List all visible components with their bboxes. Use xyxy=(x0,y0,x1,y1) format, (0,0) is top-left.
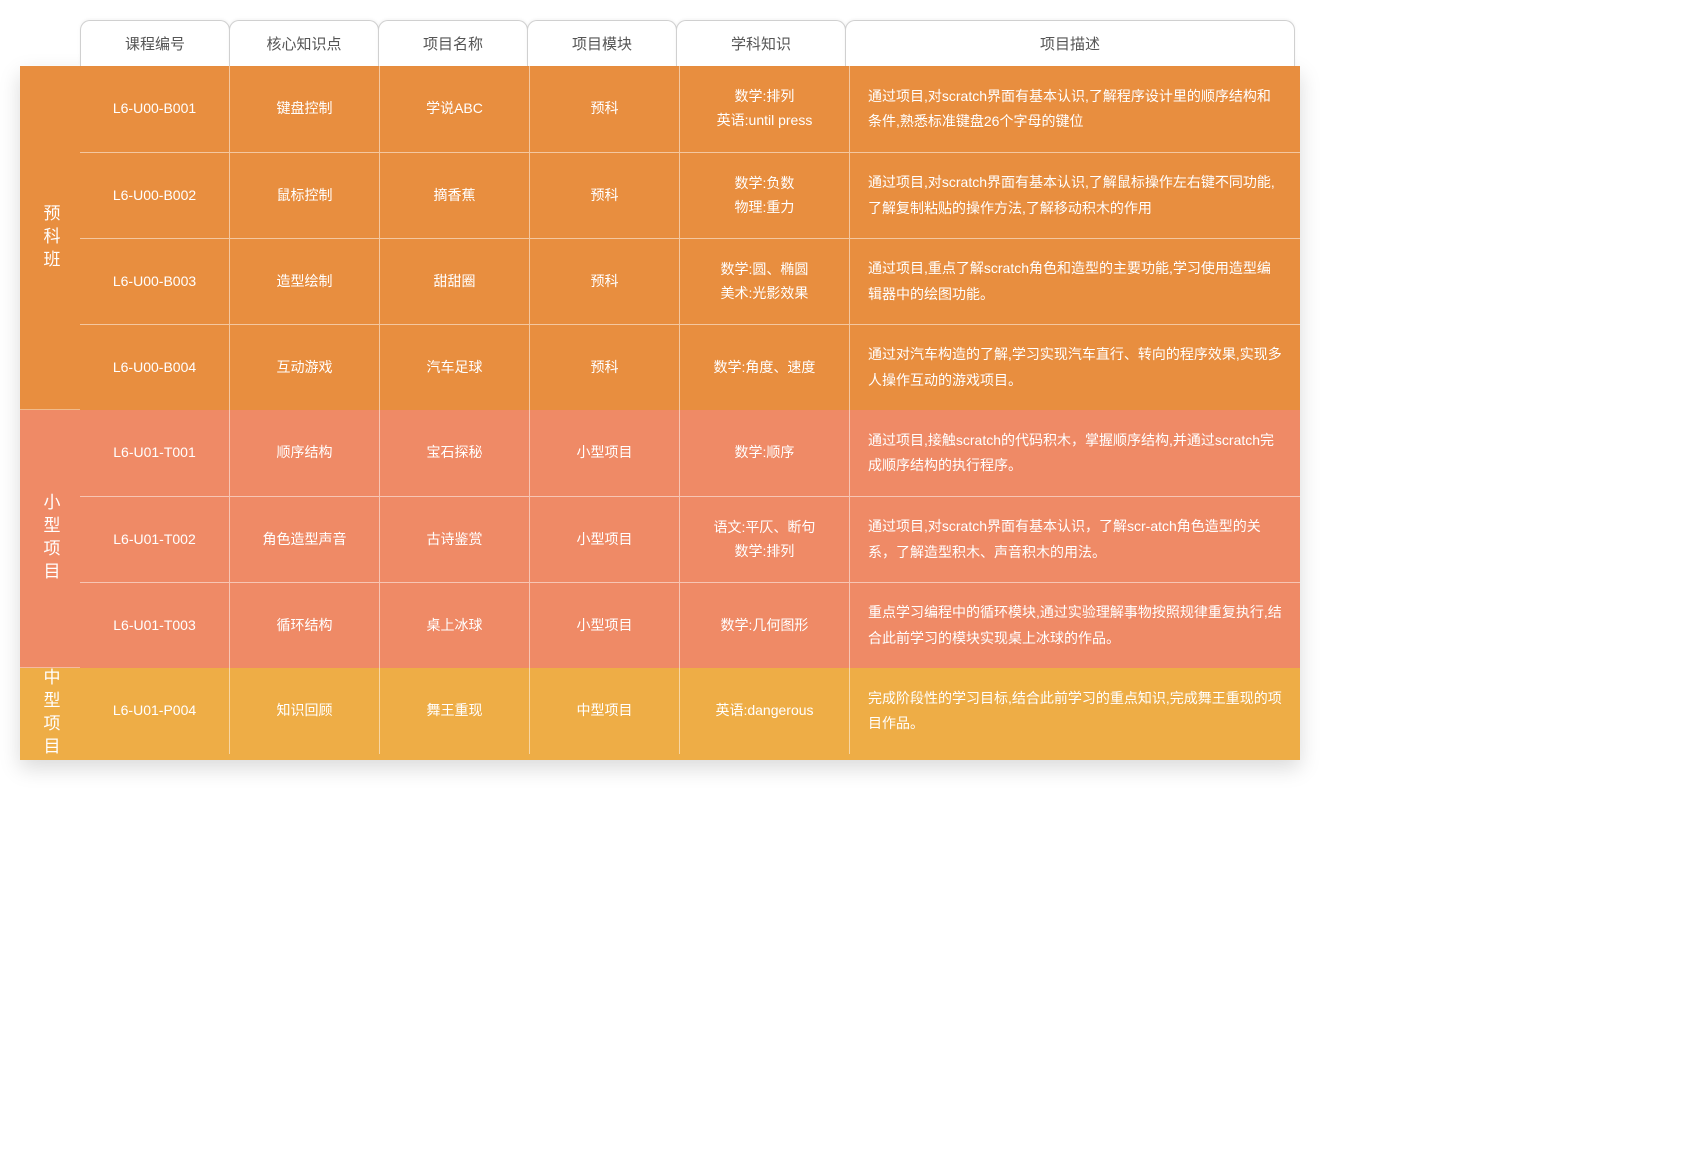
section-label-medium: 中型项目 xyxy=(20,668,80,760)
cell-subject: 语文:平仄、断句数学:排列 xyxy=(680,497,850,582)
table-header-row: 课程编号核心知识点项目名称项目模块学科知识项目描述 xyxy=(80,20,1300,66)
cell-project: 学说ABC xyxy=(380,66,530,152)
cell-desc: 完成阶段性的学习目标,结合此前学习的重点知识,完成舞王重现的项目作品。 xyxy=(850,668,1300,754)
header-tab-1: 核心知识点 xyxy=(229,20,379,66)
table-row: L6-U01-T001顺序结构宝石探秘小型项目 数学:顺序 通过项目,接触scrat… xyxy=(80,410,1300,496)
table-row: L6-U00-B003造型绘制甜甜圈预科数学:圆、椭圆美术:光影效果通过项目,重… xyxy=(80,238,1300,324)
cell-subject: 数学:排列英语:until press xyxy=(680,66,850,152)
header-tab-3: 项目模块 xyxy=(527,20,677,66)
subject-line: 数学:顺序 xyxy=(735,441,795,465)
section-medium: 中型项目L6-U01-P004知识回顾舞王重现中型项目英语:dangerous完… xyxy=(20,668,1300,760)
cell-code: L6-U01-P004 xyxy=(80,668,230,754)
cell-project: 古诗鉴赏 xyxy=(380,497,530,582)
cell-subject: 数学:角度、速度 xyxy=(680,325,850,410)
cell-subject: 数学:负数物理:重力 xyxy=(680,153,850,238)
table-row: L6-U01-T002角色造型声音古诗鉴赏小型项目语文:平仄、断句数学:排列通过… xyxy=(80,496,1300,582)
cell-code: L6-U01-T001 xyxy=(80,410,230,496)
section-rows: L6-U01-T001顺序结构宝石探秘小型项目数学:顺序通过项目,接触scrat… xyxy=(80,410,1300,668)
header-tab-5: 项目描述 xyxy=(845,20,1295,66)
cell-desc: 重点学习编程中的循环模块,通过实验理解事物按照规律重复执行,结合此前学习的模块实… xyxy=(850,583,1300,668)
cell-code: L6-U00-B002 xyxy=(80,153,230,238)
cell-code: L6-U01-T002 xyxy=(80,497,230,582)
cell-subject: 数学:顺序 xyxy=(680,410,850,496)
section-prep: 预科班L6-U00-B001键盘控制学说ABC预科数学:排列英语:until p… xyxy=(20,66,1300,410)
cell-desc: 通过项目,对scratch界面有基本认识,了解程序设计里的顺序结构和条件,熟悉标… xyxy=(850,66,1300,152)
cell-code: L6-U00-B001 xyxy=(80,66,230,152)
cell-knowledge: 鼠标控制 xyxy=(230,153,380,238)
section-small: 小型项目L6-U01-T001顺序结构宝石探秘小型项目数学:顺序通过项目,接触s… xyxy=(20,410,1300,668)
cell-knowledge: 角色造型声音 xyxy=(230,497,380,582)
header-tab-0: 课程编号 xyxy=(80,20,230,66)
subject-line: 英语:until press xyxy=(717,109,813,133)
cell-project: 宝石探秘 xyxy=(380,410,530,496)
subject-line: 数学:负数 xyxy=(735,172,795,196)
header-tab-4: 学科知识 xyxy=(676,20,846,66)
cell-module: 小型项目 xyxy=(530,410,680,496)
subject-line: 语文:平仄、断句 xyxy=(714,516,816,540)
table-row: L6-U00-B004互动游戏汽车足球预科 数学:角度、速度 通过对汽车构造的了解,… xyxy=(80,324,1300,410)
subject-line: 数学:几何图形 xyxy=(721,614,809,638)
cell-module: 预科 xyxy=(530,153,680,238)
cell-module: 预科 xyxy=(530,239,680,324)
subject-line: 数学:排列 xyxy=(735,540,795,564)
cell-project: 甜甜圈 xyxy=(380,239,530,324)
table-row: L6-U00-B002鼠标控制摘香蕉预科数学:负数物理:重力通过项目,对scra… xyxy=(80,152,1300,238)
section-rows: L6-U01-P004知识回顾舞王重现中型项目 英语:dangerous 完成阶段性… xyxy=(80,668,1300,760)
cell-module: 中型项目 xyxy=(530,668,680,754)
cell-subject: 数学:几何图形 xyxy=(680,583,850,668)
cell-knowledge: 互动游戏 xyxy=(230,325,380,410)
cell-knowledge: 顺序结构 xyxy=(230,410,380,496)
cell-desc: 通过对汽车构造的了解,学习实现汽车直行、转向的程序效果,实现多人操作互动的游戏项… xyxy=(850,325,1300,410)
subject-line: 数学:角度、速度 xyxy=(714,356,816,380)
header-tab-2: 项目名称 xyxy=(378,20,528,66)
cell-desc: 通过项目,对scratch界面有基本认识,了解鼠标操作左右键不同功能,了解复制粘… xyxy=(850,153,1300,238)
cell-project: 汽车足球 xyxy=(380,325,530,410)
cell-subject: 数学:圆、椭圆美术:光影效果 xyxy=(680,239,850,324)
subject-line: 数学:排列 xyxy=(735,85,795,109)
curriculum-table: 课程编号核心知识点项目名称项目模块学科知识项目描述 预科班L6-U00-B001… xyxy=(20,20,1300,760)
cell-module: 小型项目 xyxy=(530,497,680,582)
cell-desc: 通过项目,对scratch界面有基本认识，了解scr-atch角色造型的关系，了… xyxy=(850,497,1300,582)
cell-desc: 通过项目,重点了解scratch角色和造型的主要功能,学习使用造型编辑器中的绘图… xyxy=(850,239,1300,324)
subject-line: 物理:重力 xyxy=(735,196,795,220)
subject-line: 美术:光影效果 xyxy=(721,282,809,306)
section-rows: L6-U00-B001键盘控制学说ABC预科数学:排列英语:until pres… xyxy=(80,66,1300,410)
section-label-prep: 预科班 xyxy=(20,66,80,410)
cell-module: 预科 xyxy=(530,66,680,152)
cell-subject: 英语:dangerous xyxy=(680,668,850,754)
cell-code: L6-U01-T003 xyxy=(80,583,230,668)
cell-desc: 通过项目,接触scratch的代码积木，掌握顺序结构,并通过scratch完成顺… xyxy=(850,410,1300,496)
cell-project: 摘香蕉 xyxy=(380,153,530,238)
table-row: L6-U01-T003循环结构桌上冰球小型项目 数学:几何图形 重点学习编程中的循环… xyxy=(80,582,1300,668)
cell-knowledge: 知识回顾 xyxy=(230,668,380,754)
cell-project: 舞王重现 xyxy=(380,668,530,754)
cell-knowledge: 造型绘制 xyxy=(230,239,380,324)
section-label-small: 小型项目 xyxy=(20,410,80,668)
cell-module: 小型项目 xyxy=(530,583,680,668)
cell-knowledge: 键盘控制 xyxy=(230,66,380,152)
table-body: 预科班L6-U00-B001键盘控制学说ABC预科数学:排列英语:until p… xyxy=(20,66,1300,760)
table-row: L6-U00-B001键盘控制学说ABC预科数学:排列英语:until pres… xyxy=(80,66,1300,152)
cell-knowledge: 循环结构 xyxy=(230,583,380,668)
cell-module: 预科 xyxy=(530,325,680,410)
cell-project: 桌上冰球 xyxy=(380,583,530,668)
cell-code: L6-U00-B004 xyxy=(80,325,230,410)
table-row: L6-U01-P004知识回顾舞王重现中型项目 英语:dangerous 完成阶段性… xyxy=(80,668,1300,754)
subject-line: 数学:圆、椭圆 xyxy=(721,258,809,282)
cell-code: L6-U00-B003 xyxy=(80,239,230,324)
subject-line: 英语:dangerous xyxy=(715,699,813,723)
